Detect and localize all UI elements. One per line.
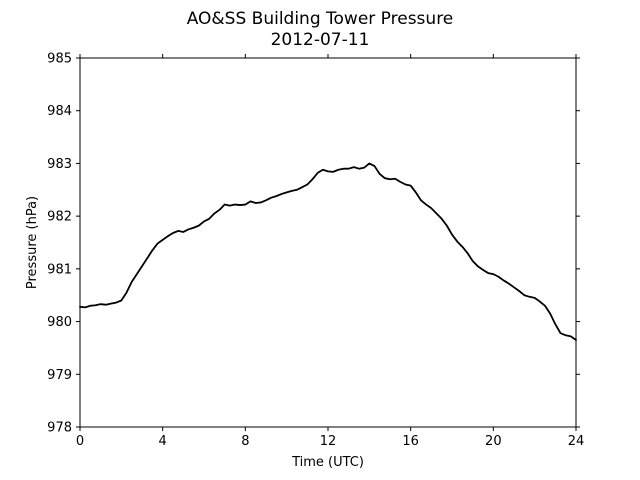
x-axis-label: Time (UTC) [291, 455, 364, 470]
y-tick-label: 981 [47, 262, 72, 277]
chart-subtitle: 2012-07-11 [271, 30, 370, 50]
plot-area [80, 58, 576, 427]
y-tick-label: 979 [47, 368, 72, 383]
ticks-layer: 0 4 8 12 16 20 24 978 979 980 981 982 983 984 985 [47, 52, 584, 450]
pressure-series-line [79, 162, 577, 341]
y-axis-label: Pressure (hPa) [25, 196, 40, 289]
y-tick-label: 980 [47, 315, 72, 330]
y-tick-label: 982 [47, 210, 72, 225]
y-tick-label: 984 [47, 104, 72, 119]
x-tick-label: 8 [241, 434, 249, 449]
chart-title: AO&SS Building Tower Pressure [187, 9, 454, 29]
y-tick-label: 985 [47, 52, 72, 67]
x-tick-label: 4 [159, 434, 167, 449]
x-tick-label: 20 [485, 434, 502, 449]
x-tick-label: 12 [320, 434, 337, 449]
series-layer [79, 162, 577, 341]
y-tick-label: 978 [47, 421, 72, 436]
x-tick-label: 0 [76, 434, 84, 449]
plot-frame [79, 57, 577, 428]
y-tick-label: 983 [47, 157, 72, 172]
x-tick-label: 24 [568, 434, 585, 449]
x-tick-label: 16 [402, 434, 419, 449]
